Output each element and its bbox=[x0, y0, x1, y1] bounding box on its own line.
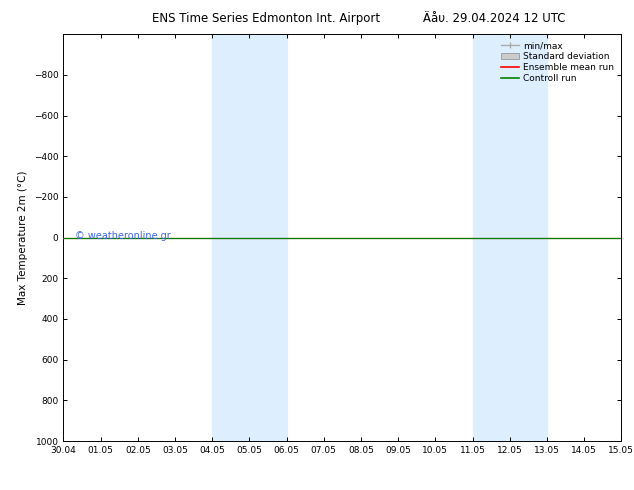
Y-axis label: Max Temperature 2m (°C): Max Temperature 2m (°C) bbox=[18, 171, 29, 305]
Text: ENS Time Series Edmonton Int. Airport: ENS Time Series Edmonton Int. Airport bbox=[152, 12, 380, 25]
Text: © weatheronline.gr: © weatheronline.gr bbox=[75, 231, 171, 241]
Legend: min/max, Standard deviation, Ensemble mean run, Controll run: min/max, Standard deviation, Ensemble me… bbox=[499, 39, 617, 86]
Text: Äåυ. 29.04.2024 12 UTC: Äåυ. 29.04.2024 12 UTC bbox=[424, 12, 566, 25]
Bar bbox=[212, 34, 287, 441]
Bar bbox=[472, 34, 547, 441]
